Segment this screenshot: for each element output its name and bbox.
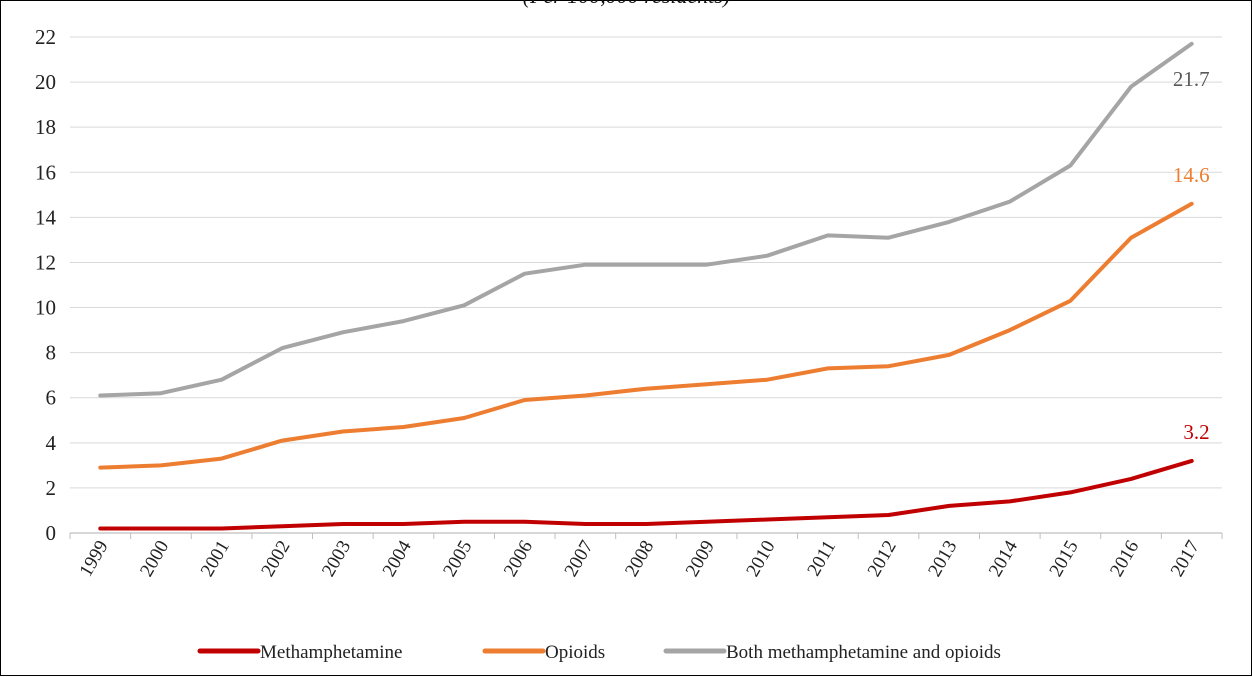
x-tick-label: 2003 — [318, 537, 355, 580]
gridlines — [70, 36, 1222, 489]
x-tick-label: 2000 — [136, 537, 173, 580]
y-tick-label: 20 — [35, 70, 56, 94]
y-tick-label: 14 — [35, 205, 57, 229]
x-tick-label: 2009 — [682, 537, 719, 580]
series-line — [98, 201, 1194, 470]
legend-label: Both methamphetamine and opioids — [726, 642, 1001, 663]
end-labels: 3.2 14.6 21.7 — [1173, 67, 1210, 444]
series-lines — [98, 41, 1194, 531]
y-tick-label: 0 — [46, 521, 57, 545]
y-tick-label: 18 — [35, 115, 56, 139]
x-tick-label: 2013 — [924, 537, 961, 580]
y-tick-label: 6 — [46, 386, 57, 410]
x-tick-label: 2001 — [197, 537, 234, 580]
legend-label: Methamphetamine — [260, 642, 402, 663]
chart-title: (Per 100,000 residents) — [0, 0, 1253, 9]
y-tick-label: 22 — [35, 25, 56, 49]
data-label: 14.6 — [1173, 163, 1210, 187]
y-tick-label: 4 — [46, 431, 57, 455]
x-tick-label: 2010 — [742, 537, 779, 580]
x-tick-label: 2012 — [864, 537, 901, 580]
series-line — [98, 41, 1194, 398]
y-tick-label: 8 — [46, 341, 57, 365]
axes — [69, 532, 1223, 539]
x-tick-label: 2014 — [985, 537, 1022, 581]
y-tick-label: 10 — [35, 296, 56, 320]
x-tick-label: 2007 — [561, 537, 598, 580]
x-tick-label: 2005 — [439, 537, 476, 580]
x-tick-label: 2015 — [1046, 537, 1083, 580]
x-tick-label: 2011 — [803, 537, 840, 580]
x-axis-ticks: 1999 2000 2001 2002 2003 2004 2005 2006 2007 2008… — [75, 537, 1204, 581]
y-tick-label: 16 — [35, 160, 56, 184]
y-tick-label: 2 — [46, 476, 57, 500]
y-tick-label: 12 — [35, 250, 56, 274]
data-label: 3.2 — [1183, 420, 1209, 444]
x-tick-label: 2016 — [1106, 537, 1143, 580]
x-tick-label: 1999 — [75, 537, 112, 580]
data-label: 21.7 — [1173, 67, 1210, 91]
legend-label: Opioids — [545, 642, 605, 663]
x-tick-label: 2008 — [621, 537, 658, 580]
y-axis-ticks: 0 2 4 6 8 10 12 14 16 18 20 22 — [35, 25, 57, 545]
legend: Methamphetamine Opioids Both methamphetami… — [197, 642, 1001, 663]
x-tick-label: 2006 — [500, 537, 537, 580]
x-tick-label: 2004 — [379, 537, 416, 581]
x-tick-label: 2017 — [1167, 537, 1204, 580]
series-line — [98, 458, 1194, 531]
x-tick-label: 2002 — [257, 537, 294, 580]
